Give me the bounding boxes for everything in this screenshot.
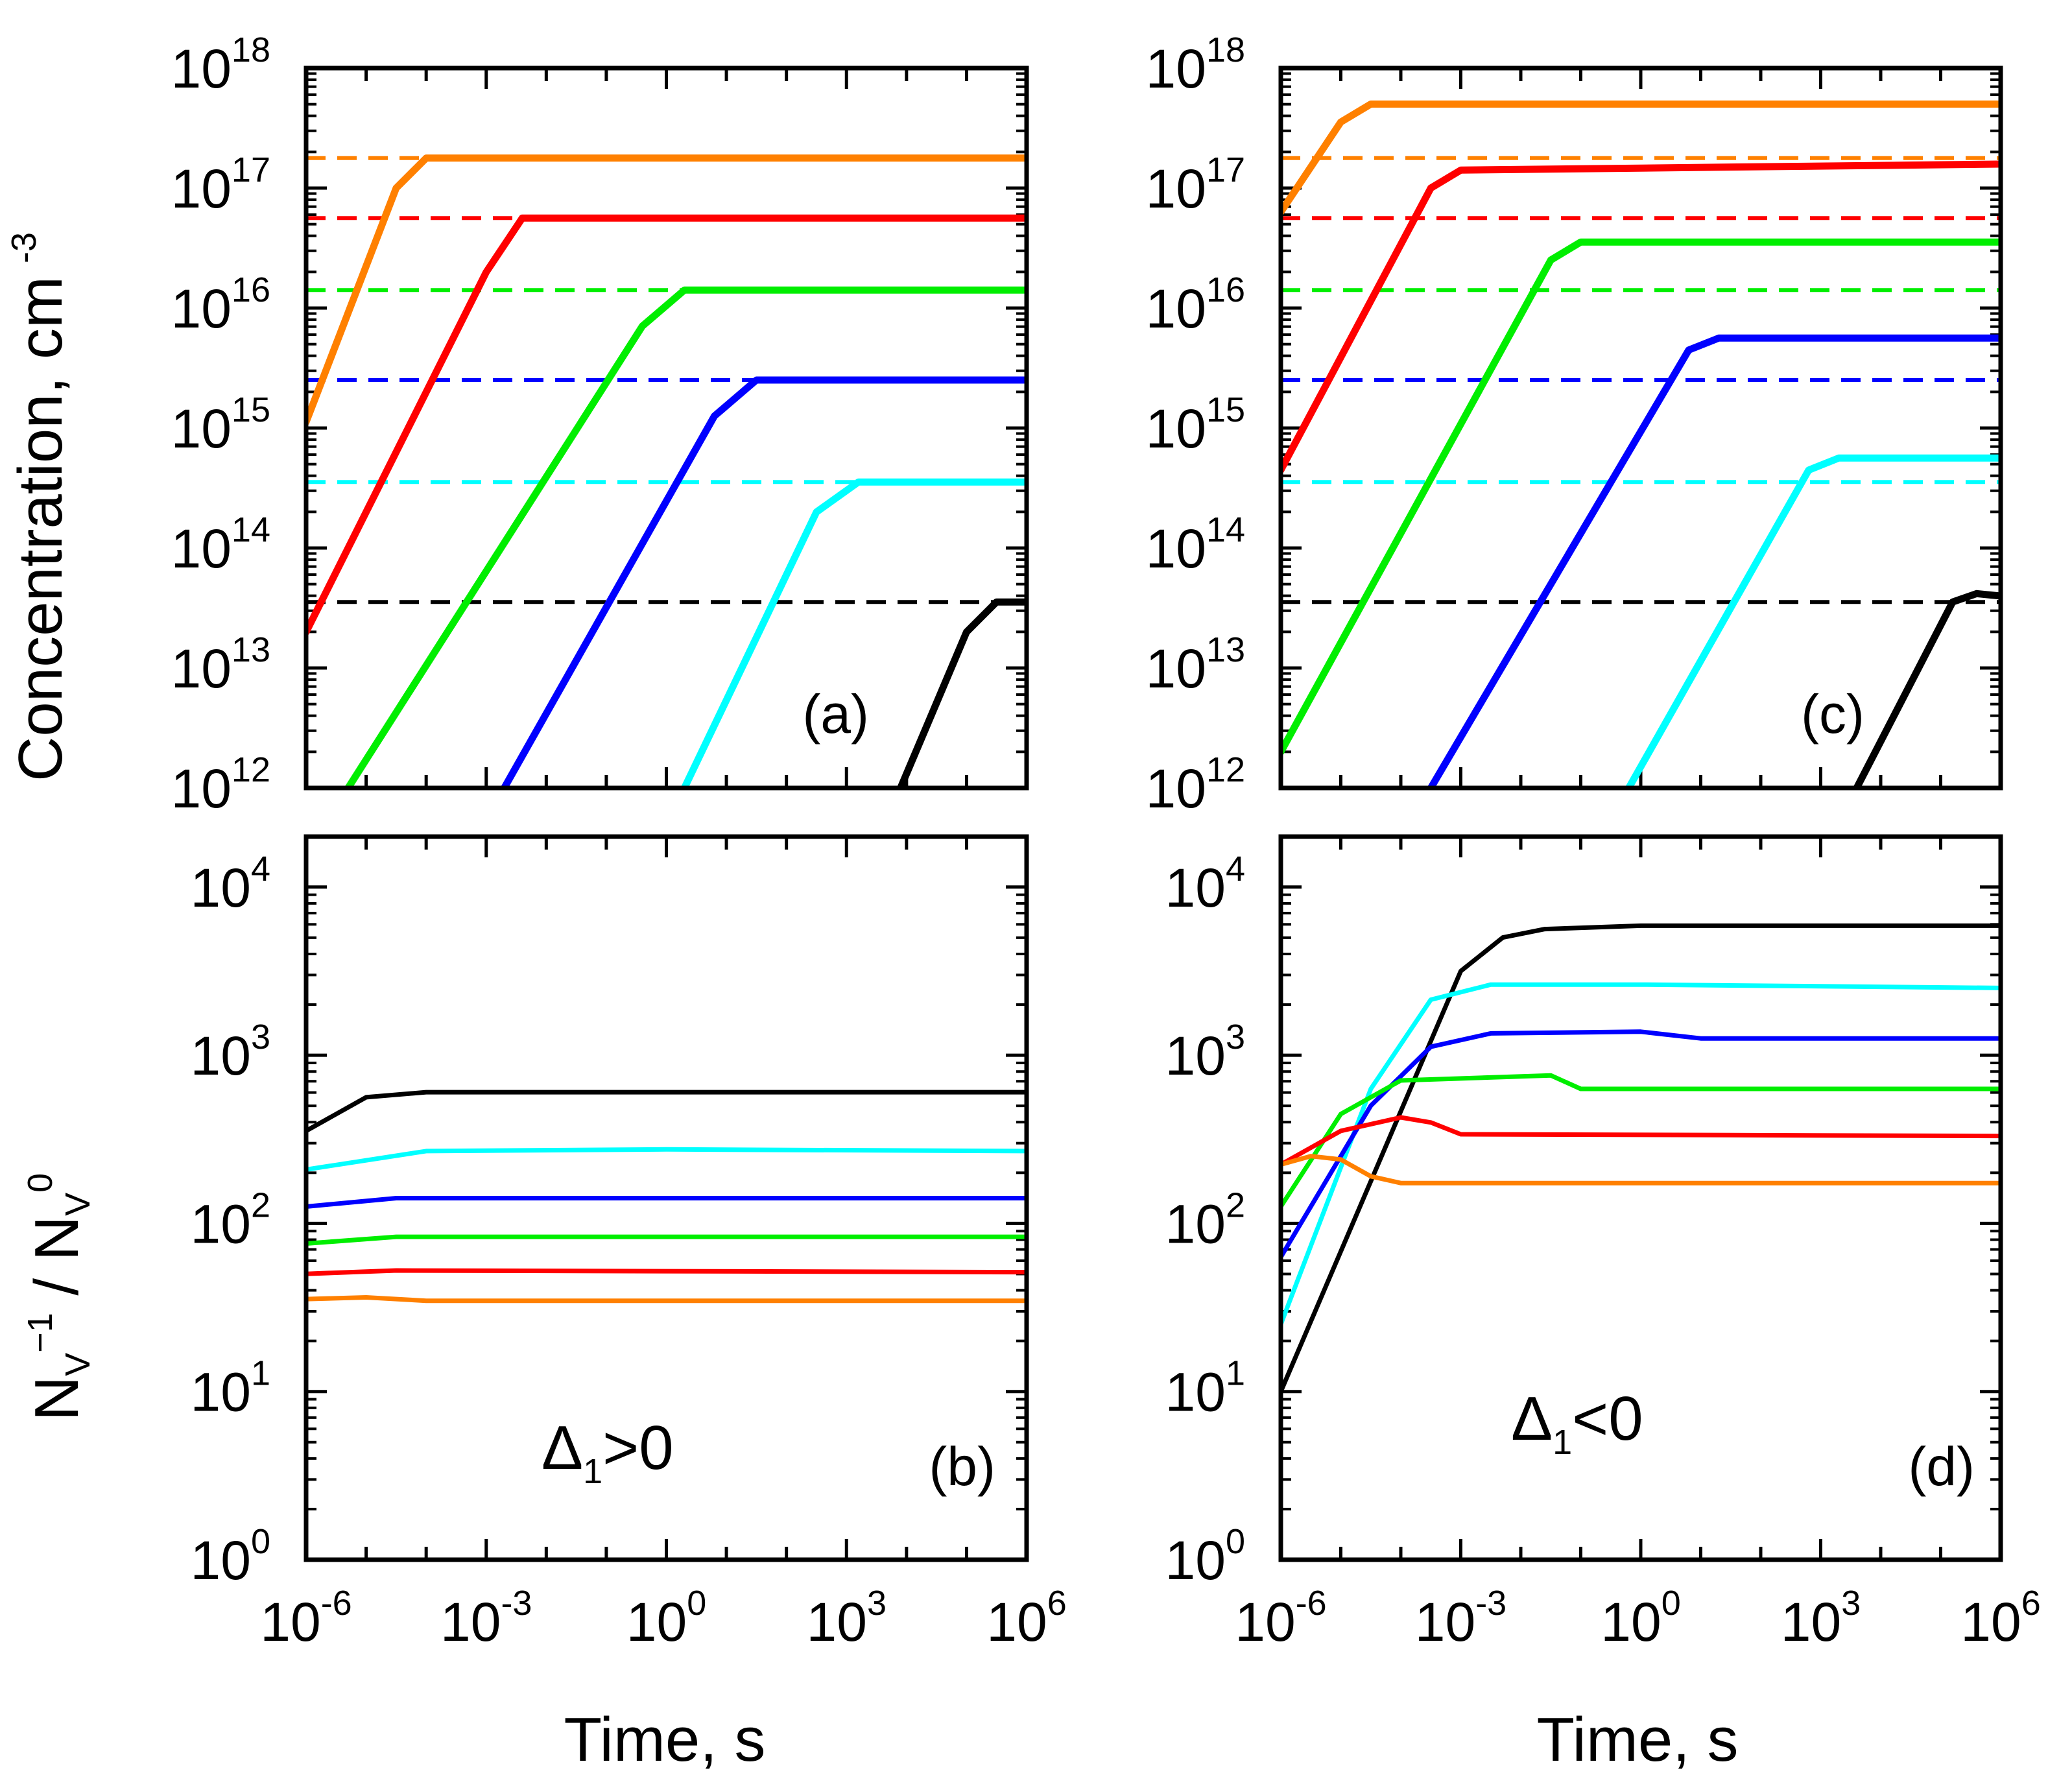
plot-frame [1278,834,2003,1562]
y-tick-label: 1014 [171,510,270,579]
y-tick-label: 101 [191,1354,270,1423]
series-line-cyan [1625,454,2001,788]
xlabel-left: Time, s [564,1705,765,1774]
ylabel-concentration: Concentration, cm-3 [5,232,75,781]
y-tick-label: 104 [191,850,270,918]
y-tick-label: 1013 [171,630,270,699]
series-line-black [897,598,1027,788]
x-tick-label: 106 [1960,1584,2040,1652]
panel-label-a: (a) [802,684,869,745]
series-line-green [1281,238,2001,756]
panel-b: 100 101 102 103 104 10-6 10-3 100 103 106 [191,834,1067,1652]
xlabel-right: Time, s [1536,1705,1738,1774]
x-tick-label: 100 [1601,1584,1680,1652]
series-line-blue [1427,334,2001,788]
ylabel-bottom-group: NV−1 / NV0 [21,1173,97,1421]
series-line-black [1281,923,2001,1394]
panel-a: 1012 1013 1014 1015 1016 1017 1018 [171,30,1029,819]
series-line-cyan [1281,982,2001,1327]
series-line-black [1853,590,2001,788]
y-tick-label: 103 [191,1018,270,1086]
series-line-red [1281,1115,2001,1167]
series-line-orange [1281,101,2001,216]
y-tick-label: 100 [1165,1522,1245,1591]
panel-label-d: (d) [1908,1436,1975,1497]
series-line-blue [1281,1029,2001,1259]
y-tick-label: 102 [1165,1186,1245,1254]
y-tick-label: 104 [1165,850,1245,918]
series-line-blue [501,376,1027,788]
panel-label-c: (c) [1801,684,1864,745]
series-line-red [1281,160,2001,474]
x-tick-label: 10-6 [260,1584,351,1652]
panel-label-b: (b) [929,1436,995,1497]
y-tick-label: 1013 [1145,630,1245,699]
x-tick-label: 103 [807,1584,887,1652]
y-tick-label: 1018 [1145,30,1245,99]
series-line-red [306,1268,1027,1276]
delta-annotation-b: Δ1>0 [542,1413,674,1491]
panel-c: 1012 1013 1014 1015 1016 1017 1018 [1145,30,2003,819]
y-tick-label: 1017 [1145,150,1245,219]
series-line-green [306,1234,1027,1246]
ylabel-ratio: NV−1 / NV0 [21,1173,97,1421]
y-tick-label: 103 [1165,1018,1245,1086]
y-tick-label: 101 [1165,1354,1245,1423]
series-line-orange [306,154,1027,426]
series-line-green [344,286,1027,788]
y-tick-label: 100 [191,1522,270,1591]
x-tick-label: 100 [626,1584,706,1652]
series-line-black [306,1090,1027,1134]
y-tick-label: 1014 [1145,510,1245,579]
y-tick-label: 102 [191,1186,270,1254]
series-line-orange [306,1295,1027,1304]
delta-annotation-d: Δ1<0 [1511,1384,1643,1462]
y-tick-label: 1012 [171,750,270,819]
y-tick-label: 1015 [171,390,270,459]
x-tick-label: 106 [986,1584,1066,1652]
ylabel-top-group: Concentration, cm-3 [5,232,75,781]
panel-d: 100 101 102 103 104 10-6 10-3 100 103 106 [1165,834,2041,1652]
ylabel-concentration-exponent: -3 [5,232,43,263]
series-line-green [1281,1073,2001,1209]
y-tick-label: 1016 [171,270,270,339]
y-tick-label: 1012 [1145,750,1245,819]
y-tick-label: 1016 [1145,270,1245,339]
y-tick-label: 1017 [171,150,270,219]
x-tick-label: 10-3 [440,1584,532,1652]
plot-frame [304,834,1029,1562]
x-tick-label: 103 [1781,1584,1861,1652]
plot-frame [304,66,1029,791]
series-line-cyan [306,1147,1027,1172]
series-line-cyan [680,478,1027,788]
series-line-orange [1281,1154,2001,1186]
series-line-red [306,214,1027,636]
x-tick-label: 10-3 [1415,1584,1506,1652]
plot-frame [1278,66,2003,791]
y-tick-label: 1015 [1145,390,1245,459]
series-line-blue [306,1196,1027,1209]
y-tick-label: 1018 [171,30,270,99]
x-tick-label: 10-6 [1235,1584,1326,1652]
